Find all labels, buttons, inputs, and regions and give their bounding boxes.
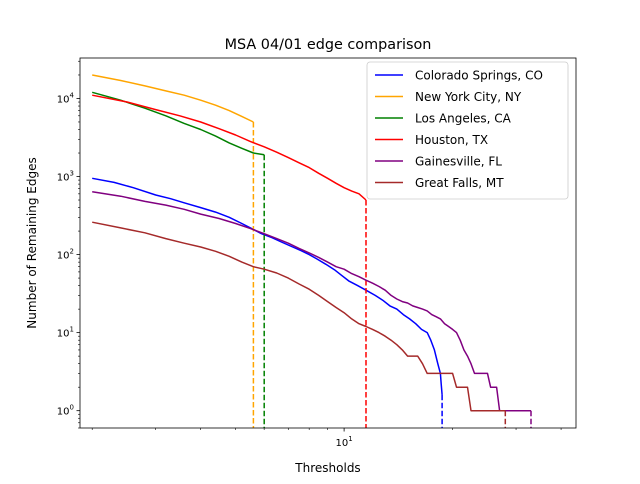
x-axis-label: Thresholds [294,461,360,475]
y-axis-label: Number of Remaining Edges [25,157,39,328]
y-tick-label-2: 102 [57,248,74,262]
y-tick-label-4: 104 [57,91,75,105]
legend-entry-5: Great Falls, MT [415,176,504,190]
legend-entry-4: Gainesville, FL [415,155,502,169]
legend-entry-2: Los Angeles, CA [415,112,512,126]
series-line-4 [92,190,531,412]
series-line-0 [92,177,443,395]
legend: Colorado Springs, CO New York City, NY Los… [366,61,569,200]
chart-title: MSA 04/01 edge comparison [225,37,432,53]
legend-entry-1: New York City, NY [415,90,522,104]
y-tick-label-0: 100 [57,404,74,418]
y-tick-label-1: 101 [57,326,74,340]
series-line-2 [91,91,265,156]
plot-area [91,74,532,428]
legend-entry-0: Colorado Springs, CO [415,69,543,83]
series-line-3 [92,94,367,201]
series-line-1 [92,74,254,123]
axes-frame [79,57,577,429]
y-tick-label-3: 103 [57,170,74,184]
series-line-5 [92,221,506,412]
x-tick-label-0: 101 [336,435,353,449]
legend-entry-3: Houston, TX [415,133,488,147]
legend-frame [366,61,569,200]
axis-ticks: 100 101 102 103 104 101 [57,60,562,449]
